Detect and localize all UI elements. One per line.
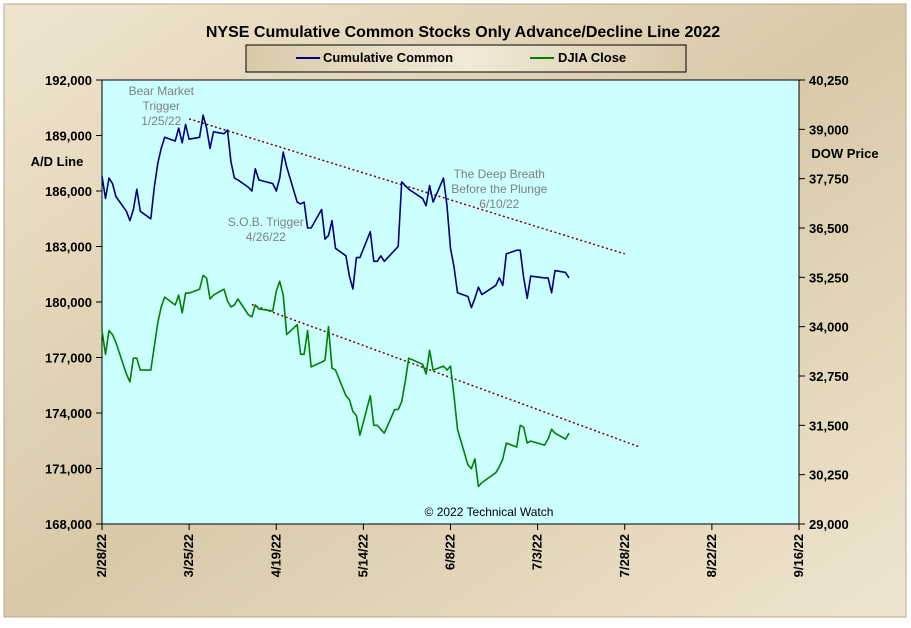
trendline-1	[251, 303, 639, 448]
y-tick-label-left-7: 171,000	[45, 462, 92, 477]
y-tick-label-right-5: 34,000	[809, 320, 849, 335]
legend: Cumulative Common DJIA Close	[245, 44, 687, 73]
annotation-1-line-2: 6/10/22	[479, 197, 519, 211]
annotation-0-line-0: Bear Market	[129, 84, 195, 98]
y-tick-label-left-6: 174,000	[45, 406, 92, 421]
y-tick-label-right-0: 40,250	[809, 73, 849, 88]
y-axis-label-right: DOW Price	[811, 146, 878, 161]
x-tick-label-8: 9/16/22	[791, 534, 806, 577]
legend-label-common: Cumulative Common	[323, 50, 453, 65]
y-tick-label-right-8: 30,250	[809, 468, 849, 483]
annotation-0-line-1: Trigger	[142, 99, 180, 113]
y-tick-label-left-2: 186,000	[45, 184, 92, 199]
plot-area	[101, 79, 800, 525]
y-tick-label-left-1: 189,000	[45, 129, 92, 144]
x-tick-label-3: 5/14/22	[355, 534, 370, 577]
chart-title: NYSE Cumulative Common Stocks Only Advan…	[206, 24, 720, 41]
credit-text: © 2022 Technical Watch	[425, 505, 554, 519]
y-tick-label-left-5: 177,000	[45, 351, 92, 366]
axis-layer: 192,000 189,000 186,000 183,000 180,000 177,0…	[45, 73, 849, 577]
legend-label-djia: DJIA Close	[558, 50, 626, 65]
y-axis-label-left: A/D Line	[31, 154, 84, 169]
series-line-cumulative-common	[101, 114, 570, 309]
x-tick-label-5: 7/3/22	[530, 534, 545, 570]
y-tick-label-left-3: 183,000	[45, 240, 92, 255]
y-tick-label-left-0: 192,000	[45, 73, 92, 88]
y-tick-label-right-4: 35,250	[809, 270, 849, 285]
x-tick-label-4: 6/8/22	[443, 534, 458, 570]
annotation-2-line-0: S.O.B. Trigger	[228, 215, 304, 229]
series-layer	[101, 114, 570, 488]
x-tick-label-1: 3/25/22	[181, 534, 196, 577]
x-tick-label-7: 8/22/22	[704, 534, 719, 577]
annotation-2-line-1: 4/26/22	[246, 230, 286, 244]
trendline-layer	[188, 118, 639, 448]
annotation-1-line-0: The Deep Breath	[454, 167, 545, 181]
y-tick-label-right-6: 32,750	[809, 369, 849, 384]
y-tick-label-left-8: 168,000	[45, 517, 92, 532]
series-line-djia-close	[101, 274, 570, 488]
x-tick-label-6: 7/28/22	[617, 534, 632, 577]
y-tick-label-right-3: 36,500	[809, 221, 849, 236]
x-tick-label-2: 4/19/22	[268, 534, 283, 577]
annotation-0-line-2: 1/25/22	[141, 114, 181, 128]
y-tick-label-left-4: 180,000	[45, 295, 92, 310]
y-tick-label-right-1: 39,000	[809, 122, 849, 137]
y-tick-label-right-9: 29,000	[809, 517, 849, 532]
y-tick-label-right-2: 37,750	[809, 172, 849, 187]
x-tick-label-0: 2/28/22	[94, 534, 109, 577]
y-tick-label-right-7: 31,500	[809, 418, 849, 433]
annotation-1-line-1: Before the Plunge	[451, 182, 547, 196]
